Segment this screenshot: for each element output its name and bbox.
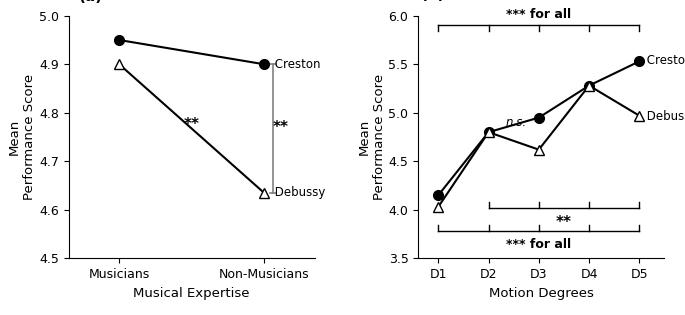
Text: **: ** bbox=[273, 120, 288, 135]
X-axis label: Motion Degrees: Motion Degrees bbox=[489, 287, 594, 300]
Text: Debussy: Debussy bbox=[271, 186, 325, 199]
Text: *** for all: *** for all bbox=[506, 8, 571, 20]
Text: (a): (a) bbox=[79, 0, 103, 4]
Text: (b): (b) bbox=[421, 0, 445, 2]
Text: Debussy: Debussy bbox=[643, 110, 685, 123]
Y-axis label: Mean
Performance Score: Mean Performance Score bbox=[8, 74, 36, 200]
X-axis label: Musical Expertise: Musical Expertise bbox=[134, 287, 250, 300]
Y-axis label: Mean
Performance Score: Mean Performance Score bbox=[358, 74, 386, 200]
Text: **: ** bbox=[556, 215, 572, 230]
Text: Creston: Creston bbox=[643, 54, 685, 67]
Text: Creston: Creston bbox=[271, 58, 321, 71]
Text: *** for all: *** for all bbox=[506, 238, 571, 251]
Text: n.s.: n.s. bbox=[506, 116, 527, 129]
Text: **: ** bbox=[184, 117, 199, 132]
